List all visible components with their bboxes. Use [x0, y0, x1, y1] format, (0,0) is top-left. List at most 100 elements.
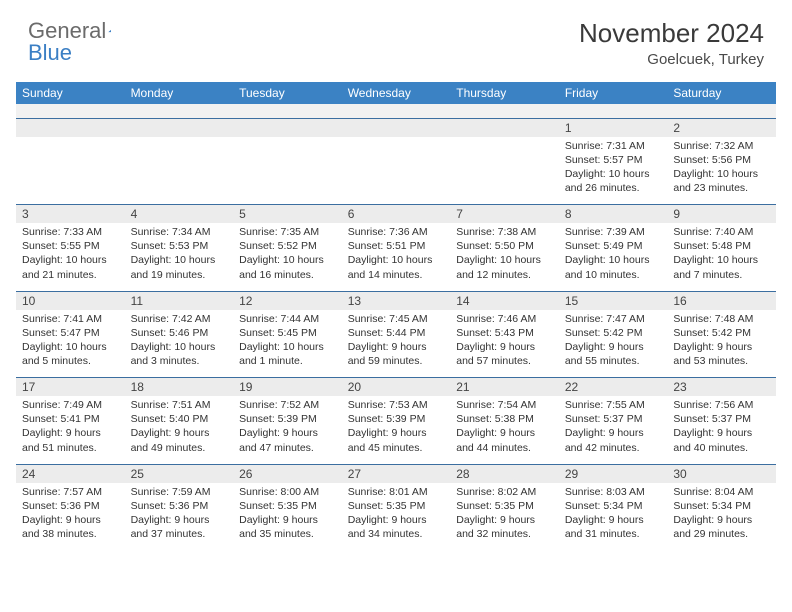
day-content-cell	[233, 137, 342, 205]
sunset-text: Sunset: 5:41 PM	[22, 412, 119, 426]
daylight-text: Daylight: 9 hours and 38 minutes.	[22, 513, 119, 541]
sunrise-text: Sunrise: 7:56 AM	[673, 398, 770, 412]
day-header-row: Sunday Monday Tuesday Wednesday Thursday…	[16, 82, 776, 104]
daynum-row: 10111213141516	[16, 291, 776, 310]
sunset-text: Sunset: 5:37 PM	[673, 412, 770, 426]
page-header: General November 2024 Goelcuek, Turkey	[0, 0, 792, 76]
sunrise-text: Sunrise: 8:01 AM	[348, 485, 445, 499]
sunrise-text: Sunrise: 8:03 AM	[565, 485, 662, 499]
day-content-cell: Sunrise: 7:54 AMSunset: 5:38 PMDaylight:…	[450, 396, 559, 464]
sunrise-text: Sunrise: 7:46 AM	[456, 312, 553, 326]
daylight-text: Daylight: 9 hours and 32 minutes.	[456, 513, 553, 541]
day-number-cell: 13	[342, 291, 451, 310]
sunrise-text: Sunrise: 7:33 AM	[22, 225, 119, 239]
sunrise-text: Sunrise: 7:39 AM	[565, 225, 662, 239]
sunset-text: Sunset: 5:57 PM	[565, 153, 662, 167]
day-content-cell: Sunrise: 7:56 AMSunset: 5:37 PMDaylight:…	[667, 396, 776, 464]
day-number-cell: 29	[559, 464, 668, 483]
day-content-cell: Sunrise: 8:01 AMSunset: 5:35 PMDaylight:…	[342, 483, 451, 551]
day-content-row: Sunrise: 7:41 AMSunset: 5:47 PMDaylight:…	[16, 310, 776, 378]
month-title: November 2024	[579, 18, 764, 49]
day-number-cell: 2	[667, 118, 776, 137]
sunrise-text: Sunrise: 7:49 AM	[22, 398, 119, 412]
daylight-text: Daylight: 9 hours and 49 minutes.	[131, 426, 228, 454]
sunset-text: Sunset: 5:34 PM	[673, 499, 770, 513]
sunrise-text: Sunrise: 7:41 AM	[22, 312, 119, 326]
dayhead-thu: Thursday	[450, 82, 559, 104]
daylight-text: Daylight: 10 hours and 16 minutes.	[239, 253, 336, 281]
day-content-cell: Sunrise: 8:03 AMSunset: 5:34 PMDaylight:…	[559, 483, 668, 551]
sunrise-text: Sunrise: 7:48 AM	[673, 312, 770, 326]
sunset-text: Sunset: 5:50 PM	[456, 239, 553, 253]
sunset-text: Sunset: 5:42 PM	[565, 326, 662, 340]
sunset-text: Sunset: 5:35 PM	[239, 499, 336, 513]
daylight-text: Daylight: 10 hours and 1 minute.	[239, 340, 336, 368]
sunset-text: Sunset: 5:35 PM	[348, 499, 445, 513]
day-content-cell: Sunrise: 7:44 AMSunset: 5:45 PMDaylight:…	[233, 310, 342, 378]
day-number-cell: 20	[342, 378, 451, 397]
sunrise-text: Sunrise: 7:53 AM	[348, 398, 445, 412]
day-content-row: Sunrise: 7:31 AMSunset: 5:57 PMDaylight:…	[16, 137, 776, 205]
day-content-cell: Sunrise: 7:33 AMSunset: 5:55 PMDaylight:…	[16, 223, 125, 291]
day-content-cell: Sunrise: 7:57 AMSunset: 5:36 PMDaylight:…	[16, 483, 125, 551]
sunset-text: Sunset: 5:43 PM	[456, 326, 553, 340]
day-number-cell	[342, 118, 451, 137]
sunrise-text: Sunrise: 7:59 AM	[131, 485, 228, 499]
dayhead-tue: Tuesday	[233, 82, 342, 104]
day-number-cell: 3	[16, 205, 125, 224]
sunset-text: Sunset: 5:52 PM	[239, 239, 336, 253]
daylight-text: Daylight: 9 hours and 40 minutes.	[673, 426, 770, 454]
sunset-text: Sunset: 5:44 PM	[348, 326, 445, 340]
day-content-cell: Sunrise: 7:45 AMSunset: 5:44 PMDaylight:…	[342, 310, 451, 378]
day-number-cell	[16, 118, 125, 137]
daylight-text: Daylight: 10 hours and 12 minutes.	[456, 253, 553, 281]
sunrise-text: Sunrise: 8:04 AM	[673, 485, 770, 499]
sunrise-text: Sunrise: 7:55 AM	[565, 398, 662, 412]
daylight-text: Daylight: 9 hours and 37 minutes.	[131, 513, 228, 541]
sunrise-text: Sunrise: 7:34 AM	[131, 225, 228, 239]
day-number-cell: 4	[125, 205, 234, 224]
calendar-table: Sunday Monday Tuesday Wednesday Thursday…	[16, 82, 776, 551]
day-number-cell: 22	[559, 378, 668, 397]
day-number-cell: 1	[559, 118, 668, 137]
day-number-cell: 27	[342, 464, 451, 483]
day-content-cell: Sunrise: 8:02 AMSunset: 5:35 PMDaylight:…	[450, 483, 559, 551]
day-number-cell: 21	[450, 378, 559, 397]
daylight-text: Daylight: 9 hours and 57 minutes.	[456, 340, 553, 368]
sunset-text: Sunset: 5:40 PM	[131, 412, 228, 426]
day-number-cell: 16	[667, 291, 776, 310]
day-content-cell: Sunrise: 7:36 AMSunset: 5:51 PMDaylight:…	[342, 223, 451, 291]
sunset-text: Sunset: 5:36 PM	[131, 499, 228, 513]
sunrise-text: Sunrise: 7:51 AM	[131, 398, 228, 412]
day-number-cell	[125, 118, 234, 137]
daylight-text: Daylight: 9 hours and 55 minutes.	[565, 340, 662, 368]
sunset-text: Sunset: 5:39 PM	[348, 412, 445, 426]
sunset-text: Sunset: 5:45 PM	[239, 326, 336, 340]
sunset-text: Sunset: 5:35 PM	[456, 499, 553, 513]
daylight-text: Daylight: 9 hours and 47 minutes.	[239, 426, 336, 454]
day-number-cell: 11	[125, 291, 234, 310]
day-content-cell: Sunrise: 7:41 AMSunset: 5:47 PMDaylight:…	[16, 310, 125, 378]
day-content-cell: Sunrise: 8:04 AMSunset: 5:34 PMDaylight:…	[667, 483, 776, 551]
day-content-cell: Sunrise: 7:51 AMSunset: 5:40 PMDaylight:…	[125, 396, 234, 464]
daylight-text: Daylight: 9 hours and 51 minutes.	[22, 426, 119, 454]
daylight-text: Daylight: 9 hours and 31 minutes.	[565, 513, 662, 541]
sunset-text: Sunset: 5:56 PM	[673, 153, 770, 167]
sunset-text: Sunset: 5:48 PM	[673, 239, 770, 253]
daylight-text: Daylight: 9 hours and 45 minutes.	[348, 426, 445, 454]
daylight-text: Daylight: 10 hours and 23 minutes.	[673, 167, 770, 195]
daylight-text: Daylight: 10 hours and 21 minutes.	[22, 253, 119, 281]
day-number-cell: 17	[16, 378, 125, 397]
day-content-cell: Sunrise: 7:52 AMSunset: 5:39 PMDaylight:…	[233, 396, 342, 464]
day-content-cell: Sunrise: 7:34 AMSunset: 5:53 PMDaylight:…	[125, 223, 234, 291]
day-number-cell: 12	[233, 291, 342, 310]
day-content-cell: Sunrise: 7:49 AMSunset: 5:41 PMDaylight:…	[16, 396, 125, 464]
daylight-text: Daylight: 10 hours and 3 minutes.	[131, 340, 228, 368]
sunrise-text: Sunrise: 8:02 AM	[456, 485, 553, 499]
day-number-cell	[450, 118, 559, 137]
day-number-cell: 10	[16, 291, 125, 310]
sunrise-text: Sunrise: 7:54 AM	[456, 398, 553, 412]
day-content-row: Sunrise: 7:33 AMSunset: 5:55 PMDaylight:…	[16, 223, 776, 291]
daynum-row: 3456789	[16, 205, 776, 224]
daylight-text: Daylight: 9 hours and 34 minutes.	[348, 513, 445, 541]
